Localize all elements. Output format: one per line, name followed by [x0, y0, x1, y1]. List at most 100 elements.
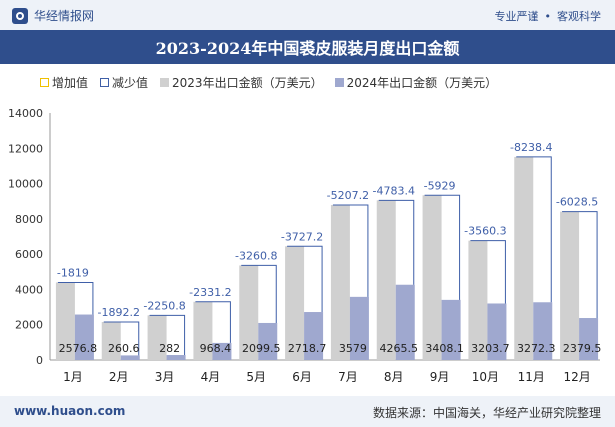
footer-website[interactable]: www.huaon.com — [14, 404, 126, 418]
change-label: -8238.4 — [510, 141, 552, 154]
bar-2023 — [560, 211, 580, 360]
x-tick-label: 1月 — [63, 370, 83, 384]
tagline-left: 专业严谨 — [494, 10, 539, 23]
legend-label-increase: 增加值 — [52, 76, 89, 90]
value-label-2024: 2718.7 — [288, 342, 327, 355]
bar-2024 — [395, 284, 415, 360]
y-tick-label: 2000 — [15, 319, 43, 332]
legend-swatch-decrease — [100, 78, 110, 87]
change-label: -6028.5 — [556, 196, 598, 209]
legend-swatch-2023 — [160, 78, 170, 87]
change-label: -3727.2 — [281, 230, 323, 243]
legend-item-decrease: 减少值 — [100, 74, 148, 91]
footer-source: 数据来源：中国海关，华经产业研究院整理 — [372, 406, 601, 420]
value-label-2024: 2099.5 — [242, 342, 281, 355]
x-tick-label: 4月 — [201, 370, 221, 384]
bar-2024 — [74, 314, 94, 360]
value-label-2024: 3203.7 — [471, 342, 510, 355]
bar-2023 — [193, 301, 213, 360]
footer: www.huaon.com 数据来源：中国海关，华经产业研究院整理 — [0, 396, 615, 427]
value-label-2024: 2379.5 — [563, 342, 602, 355]
change-label: -1819 — [57, 266, 89, 279]
chart-legend: 增加值 减少值 2023年出口金额（万美元） 2024年出口金额（万美元） — [40, 74, 497, 91]
value-label-2024: 2576.8 — [59, 342, 98, 355]
top-banner: 华经情报网 专业严谨 • 客观科学 — [0, 0, 615, 30]
x-tick-label: 5月 — [246, 370, 266, 384]
legend-item-2024: 2024年出口金额（万美元） — [334, 74, 497, 91]
y-tick-label: 0 — [36, 354, 43, 367]
value-label-2024: 282 — [159, 342, 180, 355]
change-label: -5207.2 — [327, 189, 369, 202]
value-label-2024: 4265.5 — [380, 342, 419, 355]
bar-2024 — [533, 302, 553, 360]
tagline: 专业严谨 • 客观科学 — [495, 8, 602, 24]
x-tick-label: 12月 — [563, 370, 590, 384]
bar-2023 — [376, 200, 396, 360]
decrease-bracket — [287, 245, 323, 313]
bar-2024 — [258, 322, 278, 360]
bar-2024 — [120, 355, 140, 360]
bar-2023 — [285, 246, 305, 360]
decrease-bracket — [424, 194, 461, 300]
x-tick-label: 9月 — [430, 370, 450, 384]
logo-icon — [12, 7, 28, 24]
change-label: -2331.2 — [189, 286, 231, 299]
value-label-2024: 3579 — [339, 342, 367, 355]
x-tick-label: 8月 — [384, 370, 404, 384]
x-tick-label: 11月 — [518, 370, 545, 384]
legend-label-2023: 2023年出口金额（万美元） — [172, 76, 323, 90]
chart-title: 2023-2024年中国裘皮服装月度出口金额 — [0, 30, 615, 64]
y-tick-label: 8000 — [15, 213, 43, 226]
bar-2024 — [441, 299, 461, 360]
bar-2023 — [101, 322, 121, 360]
logo-text: 华经情报网 — [34, 9, 95, 23]
bar-2024 — [166, 355, 186, 360]
bar-2024 — [487, 303, 507, 360]
value-label-2024: 260.6 — [108, 342, 140, 355]
x-tick-label: 2月 — [109, 370, 129, 384]
y-tick-label: 4000 — [15, 283, 43, 296]
bar-2023 — [422, 195, 442, 360]
bar-2023 — [514, 156, 534, 360]
change-label: -4783.4 — [373, 184, 415, 197]
decrease-bracket — [562, 211, 598, 319]
value-label-2024: 968.4 — [200, 342, 232, 355]
x-tick-label: 7月 — [338, 370, 358, 384]
decrease-bracket — [378, 199, 415, 285]
bar-2024 — [349, 296, 369, 360]
decrease-bracket — [470, 240, 506, 304]
change-label: -5929 — [424, 179, 456, 192]
tagline-right: 客观科学 — [557, 10, 601, 23]
decrease-bracket — [516, 156, 552, 303]
logo: 华经情报网 — [12, 7, 94, 24]
x-tick-label: 6月 — [292, 370, 312, 384]
value-label-2024: 3408.1 — [425, 342, 464, 355]
change-label: -2250.8 — [143, 299, 185, 312]
decrease-bracket — [103, 321, 140, 356]
decrease-bracket — [195, 301, 231, 343]
y-tick-label: 10000 — [8, 178, 43, 191]
y-tick-label: 14000 — [8, 107, 43, 120]
decrease-bracket — [149, 314, 186, 356]
value-label-2024: 3272.3 — [517, 342, 556, 355]
change-label: -1892.2 — [98, 306, 140, 319]
bar-2024 — [212, 342, 232, 360]
decrease-bracket — [332, 204, 369, 297]
legend-item-increase: 增加值 — [40, 74, 88, 91]
decrease-bracket — [57, 281, 94, 315]
bar-2023 — [55, 282, 75, 360]
bar-2023 — [147, 315, 167, 360]
y-tick-label: 6000 — [15, 248, 43, 261]
bar-2023 — [239, 265, 259, 360]
tagline-separator: • — [544, 9, 552, 23]
x-tick-label: 3月 — [155, 370, 175, 384]
legend-swatch-2024 — [334, 78, 344, 87]
legend-swatch-increase — [40, 78, 49, 87]
bar-2024 — [579, 318, 599, 360]
change-label: -3560.3 — [464, 225, 506, 238]
bar-2024 — [304, 312, 324, 360]
legend-item-2023: 2023年出口金额（万美元） — [160, 74, 323, 91]
change-label: -3260.8 — [235, 249, 277, 262]
legend-label-decrease: 减少值 — [112, 76, 149, 90]
